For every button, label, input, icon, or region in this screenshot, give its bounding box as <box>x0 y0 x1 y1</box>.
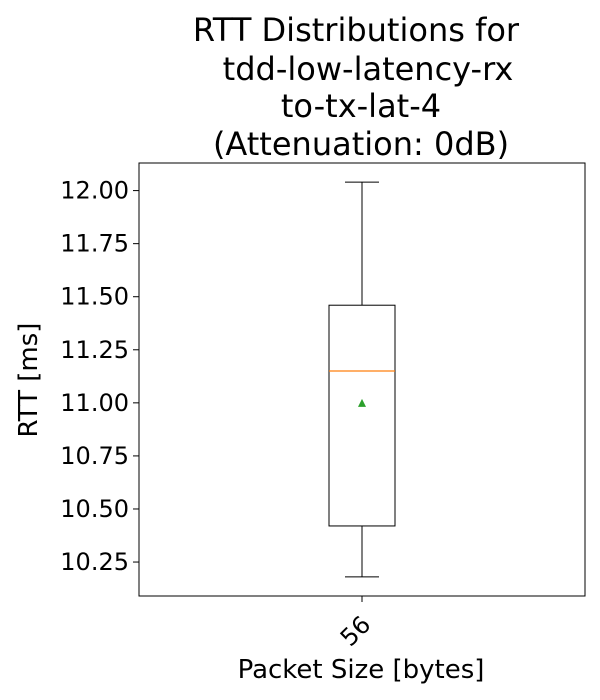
chart-title-line-2: tdd-low-latency-rx <box>223 50 514 88</box>
y-tick-label: 11.50 <box>60 283 129 311</box>
y-tick-label: 11.25 <box>60 336 129 364</box>
x-tick-label: 56 <box>335 610 376 651</box>
y-tick-label: 10.75 <box>60 442 129 470</box>
y-tick-label: 10.50 <box>60 495 129 523</box>
interquartile-box <box>328 304 396 527</box>
y-axis-ticks: 10.25 10.50 10.75 11.00 11.25 11.50 11.75 12.00 <box>60 177 139 576</box>
y-tick-label: 11.75 <box>60 230 129 258</box>
chart-title-line-3: to-tx-lat-4 <box>281 87 441 125</box>
y-axis-label: RTT [ms] <box>14 323 44 438</box>
chart-title-line-1: RTT Distributions for <box>193 11 520 49</box>
box-series <box>328 181 396 578</box>
y-tick-label: 12.00 <box>60 177 129 205</box>
y-tick-label: 11.00 <box>60 389 129 417</box>
box-group <box>328 181 396 578</box>
chart-title-line-4: (Attenuation: 0dB) <box>213 125 509 163</box>
x-axis-ticks: 56 <box>335 596 376 652</box>
x-axis-label: Packet Size [bytes] <box>238 655 485 685</box>
y-tick-label: 10.25 <box>60 548 129 576</box>
mean-marker <box>358 398 366 407</box>
